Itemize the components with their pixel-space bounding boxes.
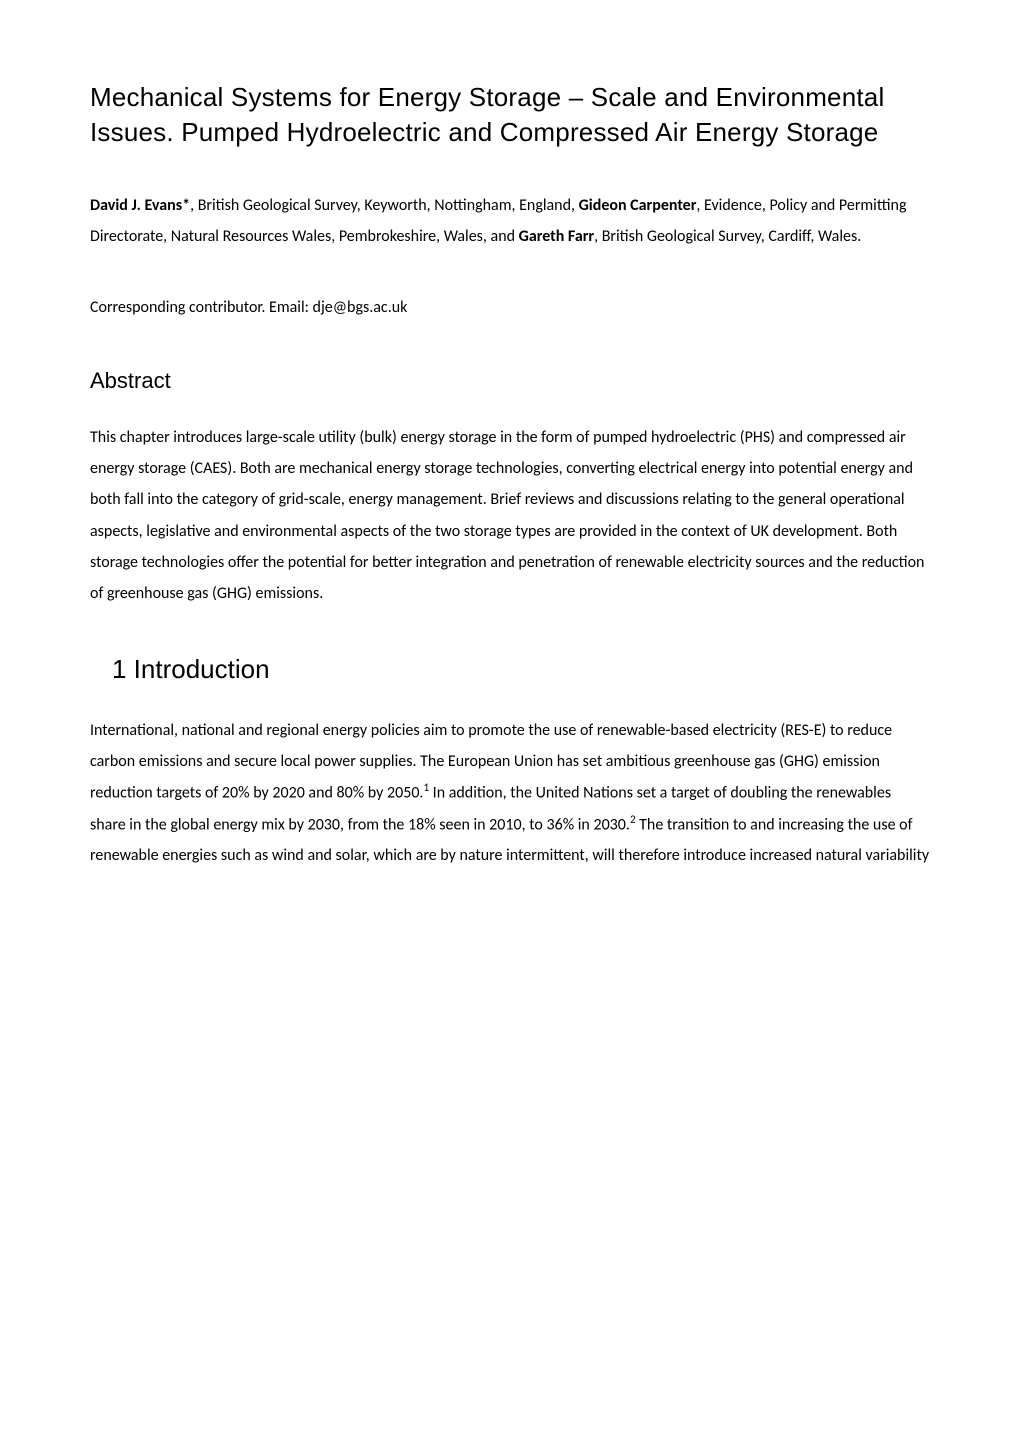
author-3-affiliation: , British Geological Survey, Cardiff, Wa… [594,227,861,246]
introduction-paragraph: International, national and regional ene… [90,715,930,872]
author-block: David J. Evans*, British Geological Surv… [90,190,930,252]
paper-title: Mechanical Systems for Energy Storage – … [90,80,930,150]
author-3-name: Gareth Farr [519,227,594,246]
section-1-heading: 1 Introduction [90,654,930,685]
abstract-heading: Abstract [90,368,930,394]
author-1-affiliation: , British Geological Survey, Keyworth, N… [190,196,579,215]
corresponding-author: Corresponding contributor. Email: dje@bg… [90,293,930,323]
author-1-name: David J. Evans* [90,196,190,215]
abstract-body: This chapter introduces large-scale util… [90,422,930,609]
author-2-name: Gideon Carpenter [579,196,697,215]
